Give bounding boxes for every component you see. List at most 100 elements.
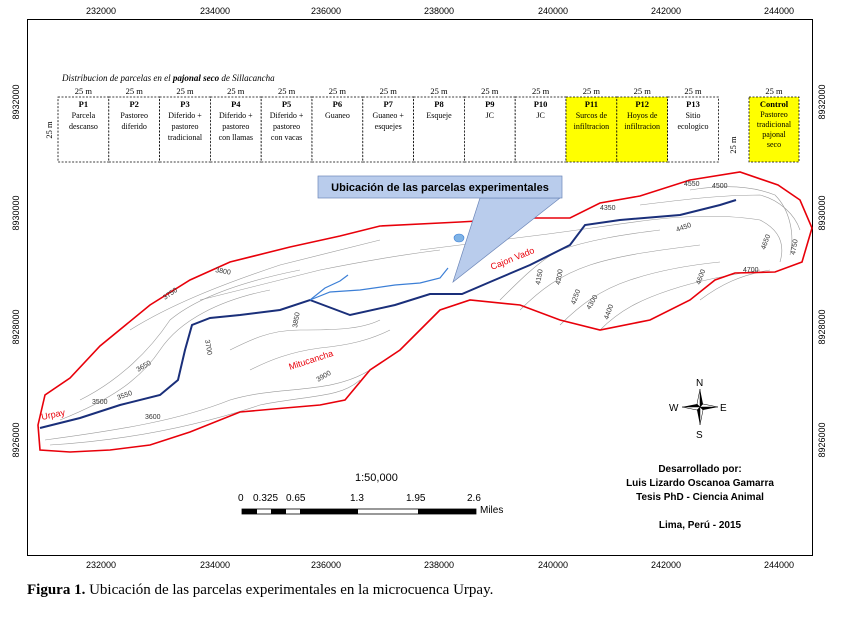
contour-line (229, 319, 381, 351)
plot-id: P5 (282, 99, 291, 109)
coord-label: 238000 (424, 560, 455, 570)
contour-line (59, 289, 271, 421)
coord-label: 240000 (538, 560, 569, 570)
contour-label: 4350 (600, 205, 616, 212)
compass-rose: N S E W (669, 378, 727, 441)
plot-desc: ecologico (677, 122, 708, 131)
contour-line (689, 186, 793, 256)
contour-label: 4400 (603, 304, 615, 321)
plot-cell-p10: P10 JC 25 m (514, 86, 567, 163)
plot-width-label: 25 m (380, 86, 398, 96)
plot-table-title: Distribucion de parcelas en el pajonal s… (62, 73, 275, 83)
contour-line (419, 219, 651, 251)
plot-desc: pastoreo (222, 122, 249, 131)
callout-pointer (452, 197, 562, 283)
scale-tick: 0.65 (286, 493, 306, 504)
plot-id: P13 (686, 99, 700, 109)
contour-line (129, 239, 381, 331)
plot-id: Control (760, 99, 789, 109)
coord-label: 242000 (651, 560, 682, 570)
plot-desc: seco (767, 140, 781, 149)
scale-ratio: 1:50,000 (355, 472, 398, 484)
watershed-boundary (37, 171, 813, 453)
plot-desc: diferido (122, 122, 147, 131)
plot-desc: Surcos de (576, 111, 608, 120)
plot-cell-p12: P12 Hoyos de infiltracion 25 m (616, 86, 668, 163)
plot-desc: Pastoreo (120, 111, 148, 120)
contour-label: 3850 (292, 312, 302, 329)
contour-line (49, 379, 361, 446)
plot-id: P8 (434, 99, 443, 109)
river-urpay (39, 199, 737, 429)
contour-label: 3600 (145, 414, 161, 421)
credits-thesis: Tesis PhD - Ciencia Animal (636, 492, 764, 503)
plot-cell-p5: P5 Diferido + pastoreo con vacas 25 m (260, 86, 313, 163)
contour-line (599, 269, 761, 331)
plot-width-label: 25 m (75, 86, 93, 96)
coord-label: 242000 (651, 6, 682, 16)
plot-id: P1 (79, 99, 88, 109)
plot-width-label: 25 m (532, 86, 550, 96)
plot-desc: Parcela (72, 111, 96, 120)
contour-label: 3550 (116, 390, 133, 402)
contour-label-group: 3500 3550 3600 3650 3700 3750 3800 3850 … (92, 181, 800, 421)
plot-width-label: 25 m (583, 86, 601, 96)
plot-width-label: 25 m (430, 86, 448, 96)
plot-height-label: 25 m (44, 121, 54, 139)
contour-label: 3700 (203, 339, 213, 356)
contour-label: 4300 (586, 294, 600, 311)
plot-desc: infiltracion (574, 122, 610, 131)
plot-cell-p2: P2 Pastoreo diferido 25 m (108, 86, 161, 163)
river-tributary (309, 274, 349, 301)
coord-label: 232000 (86, 6, 117, 16)
plot-id: P6 (333, 99, 342, 109)
contour-label: 4750 (790, 239, 800, 256)
scale-tick: 0 (238, 493, 244, 504)
plot-desc: JC (486, 111, 494, 120)
plot-height-label: 25 m (728, 136, 738, 154)
contour-lines (44, 186, 801, 446)
contour-label: 4200 (555, 269, 565, 286)
scale-tick: 0.325 (253, 493, 279, 504)
plot-desc: tradicional (168, 133, 203, 142)
contour-label: 3800 (215, 267, 232, 277)
plot-table: P1 Parcela descanso 25 m P2 Pastoreo diferido 2… (44, 86, 800, 163)
contour-label: 4250 (570, 289, 582, 306)
compass-e: E (720, 403, 727, 414)
contour-label: 4650 (760, 234, 772, 251)
plot-width-label: 25 m (176, 86, 194, 96)
river-tributary (309, 267, 449, 301)
scale-unit: Miles (480, 505, 504, 516)
plot-desc: esquejes (375, 122, 402, 131)
contour-line (249, 329, 391, 371)
plot-desc: pajonal (762, 130, 786, 139)
coord-label: 234000 (200, 6, 231, 16)
scale-bar (241, 508, 477, 515)
figure-caption: Figura 1. Ubicación de las parcelas expe… (27, 582, 494, 598)
river-label-mitucancha: Mitucancha (288, 348, 335, 372)
coord-label: 238000 (424, 6, 455, 16)
plot-cell-p1: P1 Parcela descanso 25 m (57, 86, 110, 163)
plot-desc: Guaneo (325, 111, 350, 120)
plot-id: P10 (534, 99, 548, 109)
plot-id: P3 (180, 99, 189, 109)
plot-desc: Hoyos de (627, 111, 658, 120)
credits-author: Luis Lizardo Oscanoa Gamarra (626, 478, 774, 489)
plot-desc: tradicional (757, 120, 792, 129)
contour-label: 3650 (136, 360, 153, 374)
contour-label: 3900 (316, 370, 333, 384)
plot-desc: Diferido + (270, 111, 304, 120)
contour-label: 4450 (675, 222, 692, 234)
plot-id: P2 (129, 99, 138, 109)
plot-cell-p3: P3 Diferido + pastoreo tradicional 25 m (159, 86, 211, 163)
plot-cell-p13: P13 Sitio ecologico 25 m (667, 86, 719, 163)
coord-label: 236000 (311, 560, 342, 570)
plot-cell-p8: P8 Esqueje 25 m (413, 86, 465, 163)
plot-width-label: 25 m (481, 86, 499, 96)
plot-desc: Sitio (685, 111, 700, 120)
plot-desc: Diferido + (168, 111, 202, 120)
contour-label: 4550 (684, 181, 700, 188)
plot-desc: pastoreo (273, 122, 300, 131)
plot-desc: infiltracion (624, 122, 660, 131)
